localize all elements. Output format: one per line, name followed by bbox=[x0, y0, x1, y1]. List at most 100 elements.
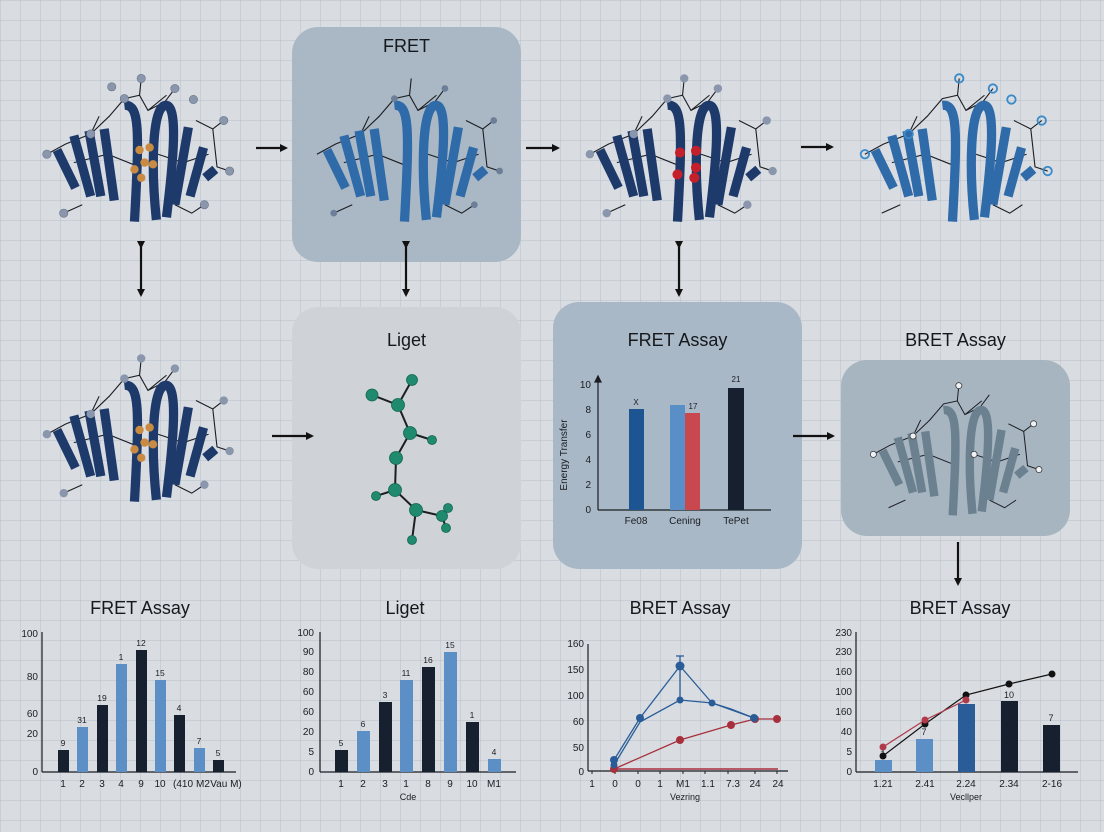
protein-structure-icon bbox=[859, 73, 1053, 230]
bottom-fret-assay-title: FRET Assay bbox=[90, 598, 190, 618]
svg-text:2.24: 2.24 bbox=[956, 779, 976, 790]
bret-assay-panel-title: BRET Assay bbox=[905, 330, 1006, 350]
svg-text:10: 10 bbox=[154, 779, 166, 790]
svg-text:9: 9 bbox=[447, 779, 453, 790]
svg-text:31: 31 bbox=[77, 715, 87, 725]
svg-text:150: 150 bbox=[567, 665, 584, 676]
svg-text:3: 3 bbox=[99, 779, 105, 790]
svg-text:Vecllper: Vecllper bbox=[950, 792, 982, 802]
fret-assay-panel-title: FRET Assay bbox=[627, 330, 728, 350]
svg-text:2: 2 bbox=[79, 779, 85, 790]
svg-text:11: 11 bbox=[402, 668, 411, 678]
svg-text:24: 24 bbox=[772, 779, 784, 790]
svg-text:40: 40 bbox=[841, 727, 853, 738]
svg-text:160: 160 bbox=[835, 707, 852, 718]
svg-text:5: 5 bbox=[339, 738, 344, 748]
svg-text:0: 0 bbox=[32, 767, 38, 778]
svg-text:(410: (410 bbox=[173, 779, 193, 790]
svg-text:5: 5 bbox=[308, 747, 314, 758]
protein-structure-icon bbox=[869, 382, 1043, 523]
svg-text:0: 0 bbox=[635, 779, 641, 790]
svg-text:Cening: Cening bbox=[669, 516, 701, 527]
svg-text:M1: M1 bbox=[487, 779, 501, 790]
protein-structure-icon bbox=[42, 354, 234, 510]
svg-text:1.21: 1.21 bbox=[873, 779, 893, 790]
svg-text:Fe08: Fe08 bbox=[625, 516, 648, 527]
svg-text:4: 4 bbox=[492, 747, 497, 757]
protein-structure-icon bbox=[585, 74, 777, 230]
svg-text:90: 90 bbox=[303, 647, 315, 658]
svg-text:1: 1 bbox=[470, 710, 475, 720]
svg-text:5: 5 bbox=[216, 748, 221, 758]
svg-text:24: 24 bbox=[749, 779, 761, 790]
svg-text:50: 50 bbox=[573, 743, 585, 754]
fret-assay-inset-chart: Energy Transfer 0 2 4 6 8 10 X 17 21 Fe08 Ce… bbox=[559, 374, 771, 527]
svg-text:8: 8 bbox=[425, 779, 431, 790]
svg-text:4: 4 bbox=[177, 703, 182, 713]
svg-text:2.41: 2.41 bbox=[915, 779, 935, 790]
svg-text:80: 80 bbox=[27, 672, 39, 683]
svg-text:1: 1 bbox=[60, 779, 66, 790]
svg-text:2: 2 bbox=[360, 779, 366, 790]
bottom-bret-combo-title: BRET Assay bbox=[909, 598, 1011, 618]
svg-text:60: 60 bbox=[303, 687, 315, 698]
svg-text:15: 15 bbox=[155, 668, 165, 678]
svg-text:160: 160 bbox=[835, 667, 852, 678]
svg-text:19: 19 bbox=[97, 693, 107, 703]
svg-text:8: 8 bbox=[585, 405, 591, 416]
svg-text:M1: M1 bbox=[676, 779, 690, 790]
svg-text:3: 3 bbox=[382, 779, 388, 790]
svg-text:80: 80 bbox=[303, 667, 315, 678]
svg-text:60: 60 bbox=[27, 709, 39, 720]
ligand-molecule-icon bbox=[365, 374, 453, 545]
svg-text:20: 20 bbox=[27, 729, 39, 740]
svg-text:17: 17 bbox=[689, 402, 698, 411]
svg-text:TePet: TePet bbox=[723, 516, 749, 527]
svg-text:1: 1 bbox=[589, 779, 595, 790]
svg-text:15: 15 bbox=[445, 640, 455, 650]
svg-text:2.34: 2.34 bbox=[999, 779, 1019, 790]
svg-text:Vezring: Vezring bbox=[670, 792, 700, 802]
svg-text:20: 20 bbox=[303, 727, 315, 738]
svg-text:Energy Transfer: Energy Transfer bbox=[559, 419, 570, 491]
svg-text:0: 0 bbox=[846, 767, 852, 778]
svg-text:6: 6 bbox=[585, 430, 591, 441]
svg-text:10: 10 bbox=[580, 380, 592, 391]
svg-text:4: 4 bbox=[585, 455, 591, 466]
svg-text:X: X bbox=[633, 398, 639, 407]
svg-text:230: 230 bbox=[835, 647, 852, 658]
svg-text:100: 100 bbox=[835, 687, 852, 698]
protein-structure-icon bbox=[42, 73, 235, 230]
bottom-bret-line-chart: 0 50 60 100 150 160 1 0 0 1 M1 1.1 7.3 24 24… bbox=[567, 639, 788, 802]
svg-text:160: 160 bbox=[567, 639, 584, 650]
liget-panel-title: Liget bbox=[386, 330, 427, 350]
svg-text:1: 1 bbox=[119, 652, 124, 662]
svg-text:7.3: 7.3 bbox=[726, 779, 740, 790]
svg-text:2: 2 bbox=[585, 480, 591, 491]
bottom-liget-chart: 0 5 20 60 60 80 90 100 5 6 3 11 16 15 1 4 1 2… bbox=[297, 628, 516, 802]
svg-text:Vau M): Vau M) bbox=[210, 779, 242, 790]
bottom-bret-line-title: BRET Assay bbox=[629, 598, 731, 618]
svg-text:100: 100 bbox=[21, 629, 38, 640]
svg-text:230: 230 bbox=[835, 628, 852, 639]
svg-text:10: 10 bbox=[466, 779, 478, 790]
svg-text:21: 21 bbox=[732, 375, 741, 384]
svg-text:1.1: 1.1 bbox=[701, 779, 715, 790]
svg-text:7: 7 bbox=[921, 727, 926, 737]
svg-text:1: 1 bbox=[657, 779, 663, 790]
svg-text:1: 1 bbox=[403, 779, 409, 790]
svg-text:9: 9 bbox=[61, 738, 66, 748]
svg-text:1: 1 bbox=[338, 779, 344, 790]
svg-text:0: 0 bbox=[612, 779, 618, 790]
bottom-liget-title: Liget bbox=[385, 598, 425, 618]
svg-text:100: 100 bbox=[297, 628, 314, 639]
svg-text:10: 10 bbox=[1004, 690, 1014, 700]
svg-text:7: 7 bbox=[1048, 713, 1053, 723]
svg-text:6: 6 bbox=[361, 719, 366, 729]
svg-text:0: 0 bbox=[578, 767, 584, 778]
svg-text:12: 12 bbox=[136, 638, 146, 648]
svg-text:5: 5 bbox=[846, 747, 852, 758]
